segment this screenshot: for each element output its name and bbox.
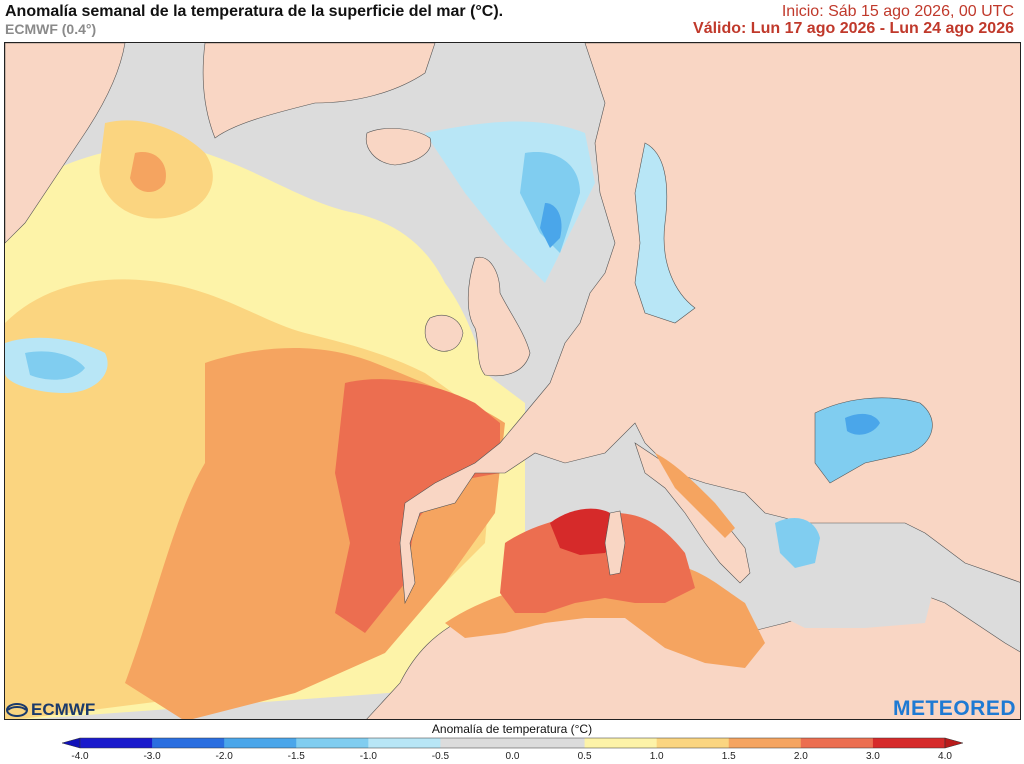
greenland [202,43,436,139]
colorbar-segment [512,738,586,748]
colorbar-tick-labels: -4.0 -3.0 -2.0 -1.5 -1.0 -0.5 0.0 0.5 1.0 1.5 2.0 3… [0,751,1024,764]
colorbar-tick-label: 1.5 [721,751,736,762]
ecmwf-logo-text: ECMWF [31,700,96,719]
mediterranean-anom-3-0 [550,508,620,555]
meteored-logo: METEORED [892,697,1016,720]
great-britain [467,256,531,377]
colorbar-segment [656,738,730,748]
corsica-sardinia [604,510,626,576]
init-time: Inicio: Sáb 15 ago 2026, 00 UTC [781,3,1014,20]
mediterranean-anom-2-0 [500,513,695,613]
valid-range: Válido: Lun 17 ago 2026 - Lun 24 ago 202… [693,20,1014,37]
colorbar-tick-label: -4.0 [71,751,89,762]
colorbar-tick-label: -0.5 [431,751,450,762]
black-sea-cool-deep [845,413,880,435]
model-label: ECMWF (0.4°) [5,21,97,37]
colorbar-tick-label: -3.0 [143,751,161,762]
east-med-neutral [765,552,935,628]
anomaly-zone-1-5 [130,152,166,193]
colorbar-segment [152,738,225,748]
colorbar-segment [368,738,441,748]
sst-anomaly-map [4,42,1021,720]
labrador [5,43,126,244]
ecmwf-logo: ECMWF [6,700,95,720]
ecmwf-emblem-icon [6,703,28,717]
map-title: Anomalía semanal de la temperatura de la… [5,3,504,20]
colorbar-segment [872,738,946,748]
ireland [424,314,464,352]
colorbar-tick-label: 0.5 [577,751,592,762]
colorbar-tick-label: -1.0 [359,751,377,762]
cool-zone-1-0 [25,351,85,380]
colorbar-tick-label: 4.0 [938,751,952,762]
adriatic-anom [655,453,735,538]
colorbar-segment [296,738,369,748]
colorbar-tick-label: 3.0 [865,751,880,762]
colorbar-tick-label: -2.0 [215,751,233,762]
colorbar-arrow-high [944,737,964,749]
colorbar-tick-label: 0.0 [505,751,520,762]
colorbar-segment [224,738,297,748]
colorbar-tick-label: 1.0 [649,751,664,762]
colorbar-segment [440,738,513,748]
colorbar-segment [800,738,874,748]
colorbar [61,737,964,749]
colorbar-segment [80,738,153,748]
colorbar-segment [584,738,658,748]
mainland-europe [366,43,1020,719]
baltic-sea [634,142,696,324]
black-sea-cool [814,397,933,484]
cool-zone-1-5 [540,203,562,248]
iceland [365,128,432,166]
cool-zone-1-0 [520,152,580,253]
legend-title: Anomalía de temperatura (°C) [431,722,593,736]
map-canvas [5,43,1020,719]
colorbar-arrow-low [61,737,81,749]
colorbar-tick-label: -1.5 [287,751,305,762]
colorbar-tick-label: 2.0 [793,751,808,762]
colorbar-segment [728,738,802,748]
aegean-cool [775,518,820,568]
